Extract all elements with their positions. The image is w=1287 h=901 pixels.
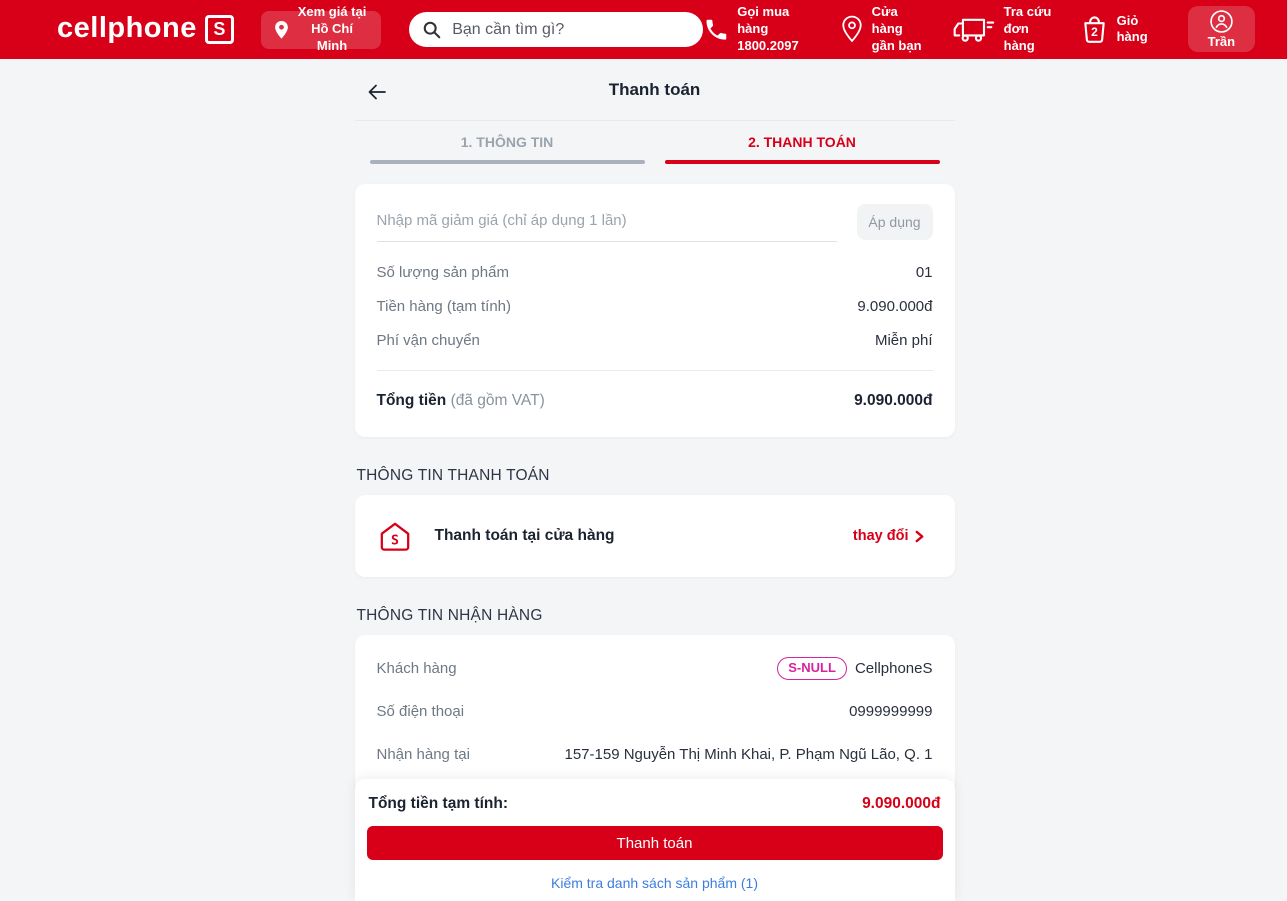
nearby-stores-button[interactable]: Cửa hàng gần bạn bbox=[841, 4, 928, 55]
brand-logo-text: cellphone bbox=[57, 11, 197, 44]
customer-name: CellphoneS bbox=[854, 659, 933, 677]
account-button[interactable]: Trần bbox=[1187, 6, 1255, 53]
stores-label: Cửa hàng gần bạn bbox=[871, 4, 922, 53]
summary-row-value: 01 bbox=[915, 263, 933, 281]
check-product-list-link[interactable]: Kiểm tra danh sách sản phẩm (1) bbox=[367, 874, 943, 892]
phone-value: 0999999999 bbox=[849, 703, 933, 720]
promo-code-row: Áp dụng bbox=[376, 204, 933, 242]
summary-row-label: Tiền hàng (tạm tính) bbox=[376, 297, 512, 315]
page-title: Thanh toán bbox=[608, 80, 701, 99]
phone-icon bbox=[703, 17, 728, 42]
payment-method-card: S Thanh toán tại cửa hàng thay đổi bbox=[354, 495, 955, 577]
svg-text:S: S bbox=[391, 533, 399, 548]
tab-thong-tin[interactable]: 1. THÔNG TIN bbox=[369, 121, 645, 164]
customer-value: S-NULL CellphoneS bbox=[777, 656, 933, 681]
summary-row-value: Miễn phí bbox=[874, 331, 933, 349]
cart-bag-icon: 2 bbox=[1081, 15, 1108, 44]
summary-row-subtotal: Tiền hàng (tạm tính) 9.090.000đ bbox=[377, 289, 933, 323]
location-label: Xem giá tại Hồ Chí Minh bbox=[297, 4, 367, 53]
search-input[interactable] bbox=[450, 19, 691, 40]
search-bar bbox=[409, 12, 704, 47]
summary-row-label: Phí vận chuyển bbox=[376, 331, 480, 349]
summary-total-value: 9.090.000đ bbox=[854, 392, 933, 409]
pay-button[interactable]: Thanh toán bbox=[366, 826, 943, 860]
phone-row: Số điện thoại 0999999999 bbox=[377, 690, 933, 733]
chevron-right-icon bbox=[914, 530, 925, 543]
footer-total-label: Tổng tiền tạm tính: bbox=[368, 795, 508, 812]
order-summary-card: Áp dụng Số lượng sản phẩm 01 Tiền hàng (… bbox=[354, 184, 955, 437]
checkout-column: Thanh toán 1. THÔNG TIN 2. THANH TOÁN Áp… bbox=[354, 0, 955, 793]
order-lookup-button[interactable]: Tra cứu đơn hàng bbox=[951, 4, 1058, 55]
top-header: cellphone S Xem giá tại Hồ Chí Minh Gọi … bbox=[0, 0, 1287, 59]
checkout-tabs: 1. THÔNG TIN 2. THANH TOÁN bbox=[355, 121, 955, 164]
cart-label: Giỏ hàng bbox=[1116, 12, 1148, 45]
change-payment-button[interactable]: thay đổi bbox=[847, 527, 931, 545]
brand-logo[interactable]: cellphone S bbox=[57, 11, 234, 46]
delivery-section-heading: THÔNG TIN NHẬN HÀNG bbox=[356, 607, 543, 624]
brand-logo-s-box: S bbox=[204, 15, 234, 44]
apply-promo-button[interactable]: Áp dụng bbox=[856, 204, 933, 240]
search-icon bbox=[422, 20, 441, 39]
payment-method-label: Thanh toán tại cửa hàng bbox=[434, 527, 615, 544]
call-to-order-button[interactable]: Gọi mua hàng 1800.2097 bbox=[703, 4, 817, 55]
summary-row-quantity: Số lượng sản phẩm 01 bbox=[377, 255, 933, 289]
cart-count-badge: 2 bbox=[1091, 25, 1098, 39]
user-icon bbox=[1209, 9, 1234, 34]
promo-code-input[interactable] bbox=[376, 204, 837, 242]
location-pin-icon bbox=[274, 20, 289, 40]
back-arrow-icon bbox=[365, 80, 389, 104]
summary-divider bbox=[376, 370, 933, 371]
customer-row: Khách hàng S-NULL CellphoneS bbox=[377, 647, 933, 690]
phone-label: Số điện thoại bbox=[376, 703, 465, 720]
store-house-icon: S bbox=[379, 521, 411, 552]
order-lookup-label: Tra cứu đơn hàng bbox=[1003, 4, 1052, 53]
summary-row-label: Số lượng sản phẩm bbox=[376, 263, 509, 281]
store-pin-icon bbox=[841, 15, 863, 43]
summary-row-value: 9.090.000đ bbox=[857, 297, 933, 315]
address-label: Nhận hàng tại bbox=[376, 746, 470, 763]
customer-label: Khách hàng bbox=[376, 660, 457, 677]
truck-icon bbox=[951, 15, 995, 43]
account-name: Trần bbox=[1207, 34, 1236, 50]
checkout-title-row: Thanh toán bbox=[354, 78, 955, 121]
summary-total-label: Tổng tiền (đã gồm VAT) bbox=[376, 392, 545, 409]
summary-row-shipping: Phí vận chuyển Miễn phí bbox=[377, 323, 933, 357]
payment-section-heading: THÔNG TIN THANH TOÁN bbox=[356, 467, 550, 484]
checkout-footer-bar: Tổng tiền tạm tính: 9.090.000đ Thanh toá… bbox=[354, 779, 955, 901]
cart-button[interactable]: 2 Giỏ hàng bbox=[1081, 13, 1148, 47]
header-nav: Gọi mua hàng 1800.2097 Cửa hàng gần bạn … bbox=[703, 4, 1255, 55]
address-row: Nhận hàng tại 157-159 Nguyễn Thị Minh Kh… bbox=[377, 733, 933, 776]
back-button[interactable] bbox=[363, 78, 391, 106]
call-label: Gọi mua hàng 1800.2097 bbox=[737, 4, 799, 53]
summary-total-row: Tổng tiền (đã gồm VAT) 9.090.000đ bbox=[377, 381, 933, 421]
address-value: 157-159 Nguyễn Thị Minh Khai, P. Phạm Ng… bbox=[564, 746, 933, 763]
footer-total-value: 9.090.000đ bbox=[862, 795, 941, 812]
tab-thanh-toan[interactable]: 2. THANH TOÁN bbox=[664, 121, 940, 164]
customer-tier-badge: S-NULL bbox=[777, 656, 847, 681]
footer-total-row: Tổng tiền tạm tính: 9.090.000đ bbox=[367, 792, 943, 816]
location-selector-button[interactable]: Xem giá tại Hồ Chí Minh bbox=[260, 4, 382, 53]
delivery-info-card: Khách hàng S-NULL CellphoneS Số điện tho… bbox=[354, 635, 955, 793]
